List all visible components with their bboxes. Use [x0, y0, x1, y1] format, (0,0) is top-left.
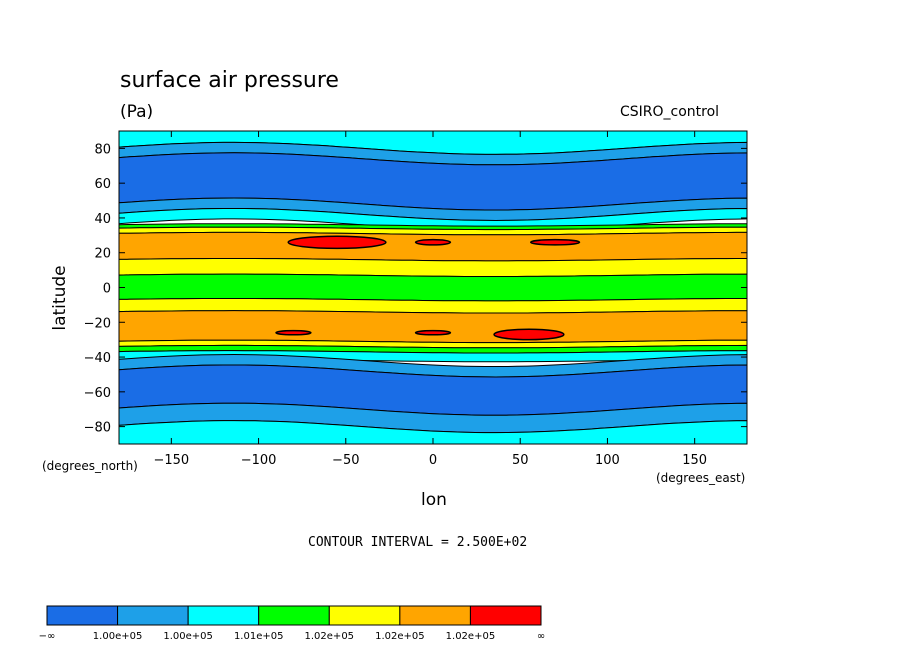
- x-tick-label: 0: [429, 453, 437, 468]
- x-tick-label: 50: [512, 453, 529, 468]
- high-pressure-cell: [493, 328, 565, 341]
- high-pressure-cell: [529, 238, 581, 246]
- colorbar-swatch: [328, 605, 401, 626]
- x-tick-label: 150: [682, 453, 707, 468]
- contour-interval-label: CONTOUR INTERVAL = 2.500E+02: [308, 535, 528, 550]
- y-tick-label: −80: [84, 421, 111, 436]
- colorbar-label: 1.02e+05: [375, 631, 425, 642]
- colorbar-label: ∞: [537, 631, 545, 642]
- model-label: CSIRO_control: [620, 104, 720, 120]
- y-tick-label: 80: [94, 142, 111, 157]
- colorbar-label: 1.00e+05: [93, 631, 143, 642]
- colorbar-label: 1.00e+05: [163, 631, 213, 642]
- y-tick-label: 20: [94, 247, 111, 262]
- x-axis-units: (degrees_east): [656, 471, 746, 485]
- high-pressure-cell: [414, 238, 452, 246]
- y-tick-label: 60: [94, 177, 111, 192]
- y-tick-label: −20: [84, 316, 111, 331]
- colorbar-label: −∞: [39, 631, 56, 642]
- x-tick-label: −150: [153, 453, 189, 468]
- colorbar-label: 1.02e+05: [446, 631, 496, 642]
- colorbar-swatch: [46, 605, 119, 626]
- colorbar-swatch: [187, 605, 260, 626]
- x-tick-label: −50: [332, 453, 359, 468]
- y-tick-label: 40: [94, 212, 111, 227]
- colorbar-label: 1.01e+05: [234, 631, 284, 642]
- colorbar-swatch: [258, 605, 330, 626]
- x-tick-label: 100: [595, 453, 620, 468]
- colorbar-swatch: [399, 605, 471, 626]
- high-pressure-cell: [414, 329, 452, 336]
- colorbar-swatch: [117, 605, 189, 626]
- contour-band: [118, 231, 748, 262]
- y-tick-label: −40: [84, 351, 111, 366]
- y-tick-label: 0: [103, 282, 111, 297]
- y-axis-units: (degrees_north): [42, 459, 138, 473]
- x-tick-label: −100: [241, 453, 277, 468]
- high-pressure-cell: [275, 329, 312, 336]
- colorbar-label: 1.02e+05: [305, 631, 355, 642]
- contour-band: [118, 310, 748, 344]
- y-tick-label: −60: [84, 386, 111, 401]
- colorbar-swatch: [469, 605, 542, 626]
- x-axis-label: lon: [421, 490, 447, 510]
- high-pressure-cell: [287, 235, 387, 250]
- chart-title: surface air pressure: [120, 68, 339, 93]
- contour-band: [118, 273, 748, 302]
- chart-units: (Pa): [120, 102, 154, 122]
